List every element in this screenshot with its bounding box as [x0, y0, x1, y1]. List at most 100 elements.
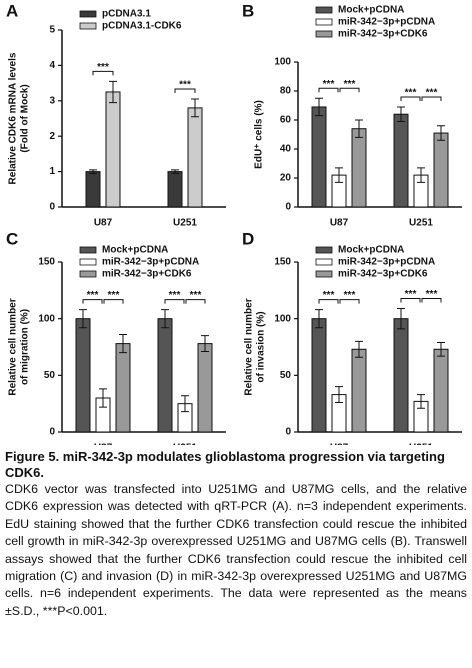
y-tick-label: 40 — [280, 144, 292, 155]
legend-label: Mock+pCDNA — [338, 5, 404, 16]
legend-swatch — [79, 10, 97, 18]
legend-label: miR-342−3p+pCDNA — [338, 17, 435, 28]
bar — [197, 343, 213, 433]
sig-label: *** — [190, 290, 202, 301]
error-bar — [417, 394, 425, 409]
legend-swatch — [315, 246, 333, 254]
y-tick-label: 20 — [280, 173, 292, 184]
bar — [433, 348, 449, 433]
caption-body: CDK6 vector was transfected into U251MG … — [5, 482, 467, 618]
y-tick-label: 2 — [49, 131, 55, 142]
legend-swatch — [79, 270, 97, 278]
y-tick-label: 3 — [49, 95, 55, 106]
x-tick-label: U87 — [330, 443, 349, 445]
sig-label: *** — [97, 62, 109, 73]
sig-bracket — [400, 96, 421, 101]
caption-title: Figure 5. miR-342-3p modulates glioblast… — [5, 449, 445, 480]
bar — [85, 171, 101, 208]
error-bar — [437, 341, 445, 357]
error-bar — [161, 309, 169, 329]
x-tick-label: U87 — [330, 218, 349, 229]
y-tick-label: 0 — [49, 427, 55, 438]
y-tick-label: 150 — [274, 257, 291, 268]
bar — [187, 107, 203, 208]
y-axis-label: EdU⁺ cells (%) — [254, 100, 265, 169]
sig-bracket — [339, 299, 360, 304]
bar — [433, 132, 449, 208]
error-bar — [437, 125, 445, 141]
error-bar — [335, 167, 343, 183]
y-tick-label: 150 — [38, 257, 55, 268]
error-bar — [119, 334, 127, 354]
bar — [311, 106, 327, 208]
sig-label: *** — [405, 88, 417, 99]
legend-label: miR-342−3p+pCDNA — [102, 257, 199, 268]
bar — [393, 113, 409, 208]
y-tick-label: 60 — [280, 115, 292, 126]
legend-swatch — [79, 246, 97, 254]
error-bar — [201, 335, 209, 353]
y-axis-label: Relative cell number — [8, 298, 19, 395]
error-bar — [109, 80, 117, 104]
bar — [311, 318, 327, 433]
legend-swatch — [79, 22, 97, 30]
legend-label: Mock+pCDNA — [102, 245, 168, 256]
sig-bracket — [318, 299, 339, 304]
sig-bracket — [103, 299, 124, 304]
sig-label: *** — [87, 290, 99, 301]
error-bar — [79, 309, 87, 329]
error-bar — [355, 119, 363, 138]
legend-label: miR-342−3p+pCDNA — [338, 257, 435, 268]
y-tick-label: 0 — [285, 427, 291, 438]
bar — [105, 91, 121, 208]
sig-bracket — [318, 87, 339, 93]
sig-bracket — [164, 299, 185, 304]
y-tick-label: 1 — [49, 166, 55, 177]
sig-label: *** — [108, 290, 120, 301]
bar — [75, 318, 91, 433]
sig-label: *** — [323, 79, 335, 90]
bar — [157, 318, 173, 433]
legend-swatch — [315, 18, 333, 26]
x-tick-label: U251 — [409, 218, 433, 229]
sig-bracket — [174, 88, 196, 94]
error-bar — [181, 395, 189, 413]
legend-swatch — [315, 258, 333, 266]
caption: Figure 5. miR-342-3p modulates glioblast… — [5, 449, 467, 620]
error-bar — [417, 167, 425, 183]
sig-label: *** — [344, 290, 356, 301]
sig-bracket — [339, 87, 360, 93]
sig-bracket — [400, 297, 421, 303]
x-tick-label: U251 — [409, 443, 433, 445]
sig-bracket — [82, 299, 103, 304]
sig-bracket — [421, 297, 442, 303]
panel-label: A — [6, 1, 18, 20]
legend-label: Mock+pCDNA — [338, 245, 404, 256]
panel-label: C — [6, 229, 18, 248]
y-tick-label: 100 — [274, 57, 291, 68]
figure: A Relative CDK6 mRNA levels (Fold of Mock)… — [6, 1, 462, 445]
sig-label: *** — [405, 289, 417, 300]
sig-bracket — [185, 299, 206, 304]
y-tick-label: 100 — [38, 313, 55, 324]
sig-label: *** — [426, 88, 438, 99]
y-tick-label: 50 — [44, 370, 56, 381]
error-bar — [397, 307, 405, 330]
sig-label: *** — [169, 290, 181, 301]
sig-bracket — [92, 70, 114, 76]
sig-label: *** — [323, 290, 335, 301]
x-tick-label: U251 — [173, 443, 197, 445]
y-tick-label: 4 — [49, 60, 55, 71]
y-axis-label: Relative CDK6 mRNA levels — [8, 52, 19, 184]
bar — [393, 318, 409, 433]
error-bar — [191, 98, 199, 118]
legend-swatch — [315, 6, 333, 14]
error-bar — [99, 388, 107, 408]
x-tick-label: U251 — [173, 218, 197, 229]
bar — [351, 128, 367, 208]
error-bar — [355, 340, 363, 358]
sig-bracket — [421, 96, 442, 101]
y-tick-label: 80 — [280, 86, 292, 97]
panel-label: D — [242, 229, 254, 248]
